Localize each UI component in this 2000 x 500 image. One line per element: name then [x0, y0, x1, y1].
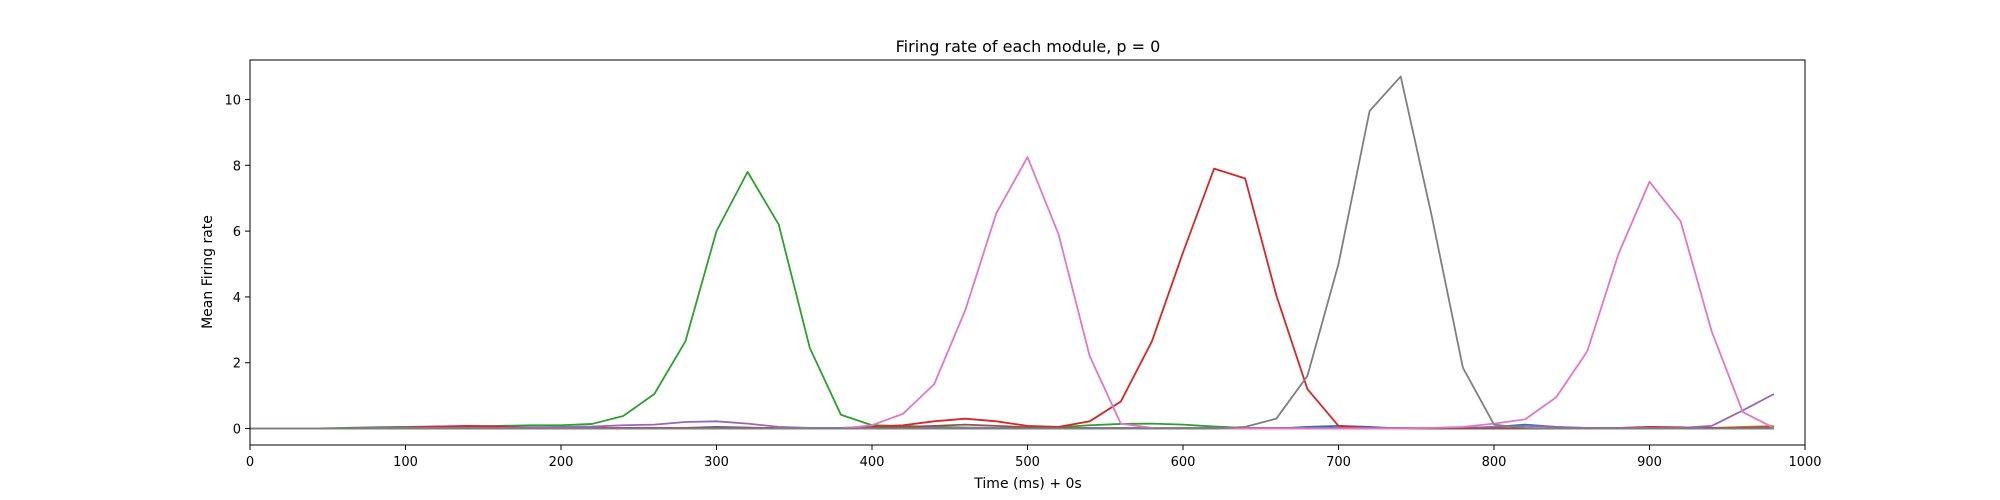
- plot-lines: [250, 75, 1775, 430]
- plot-frame: [249, 59, 1806, 446]
- y-tick-label: 10: [224, 93, 241, 108]
- x-tick-label: 200: [549, 455, 574, 470]
- x-tick-label: 500: [1015, 455, 1040, 470]
- y-tick-label: 2: [233, 357, 241, 372]
- x-axis-ticks: 0 100 200 300 400 500 600 700 800 900 1000: [246, 445, 1822, 470]
- x-tick-label: 400: [860, 455, 885, 470]
- series-line-4: [250, 167, 1774, 430]
- y-tick-label: 4: [233, 291, 241, 306]
- y-axis-ticks: 0 2 4 6 8 10: [224, 93, 250, 438]
- x-tick-label: 600: [1171, 455, 1196, 470]
- y-axis-label: Mean Firing rate: [200, 215, 216, 329]
- series-line-7: [250, 156, 1775, 430]
- x-axis-label: Time (ms) + 0s: [973, 476, 1081, 492]
- x-tick-label: 300: [704, 455, 729, 470]
- x-tick-label: 100: [393, 455, 418, 470]
- x-tick-label: 700: [1326, 455, 1351, 470]
- series-line-8: [250, 75, 1774, 430]
- y-tick-label: 8: [233, 159, 241, 174]
- y-tick-label: 6: [233, 225, 241, 240]
- x-tick-label: 800: [1482, 455, 1507, 470]
- y-tick-label: 0: [233, 423, 241, 438]
- x-tick-label: 1000: [1788, 455, 1821, 470]
- series-line-3: [250, 170, 1774, 430]
- x-tick-label: 0: [246, 455, 254, 470]
- chart-title: Firing rate of each module, p = 0: [896, 37, 1161, 56]
- x-tick-label: 900: [1637, 455, 1662, 470]
